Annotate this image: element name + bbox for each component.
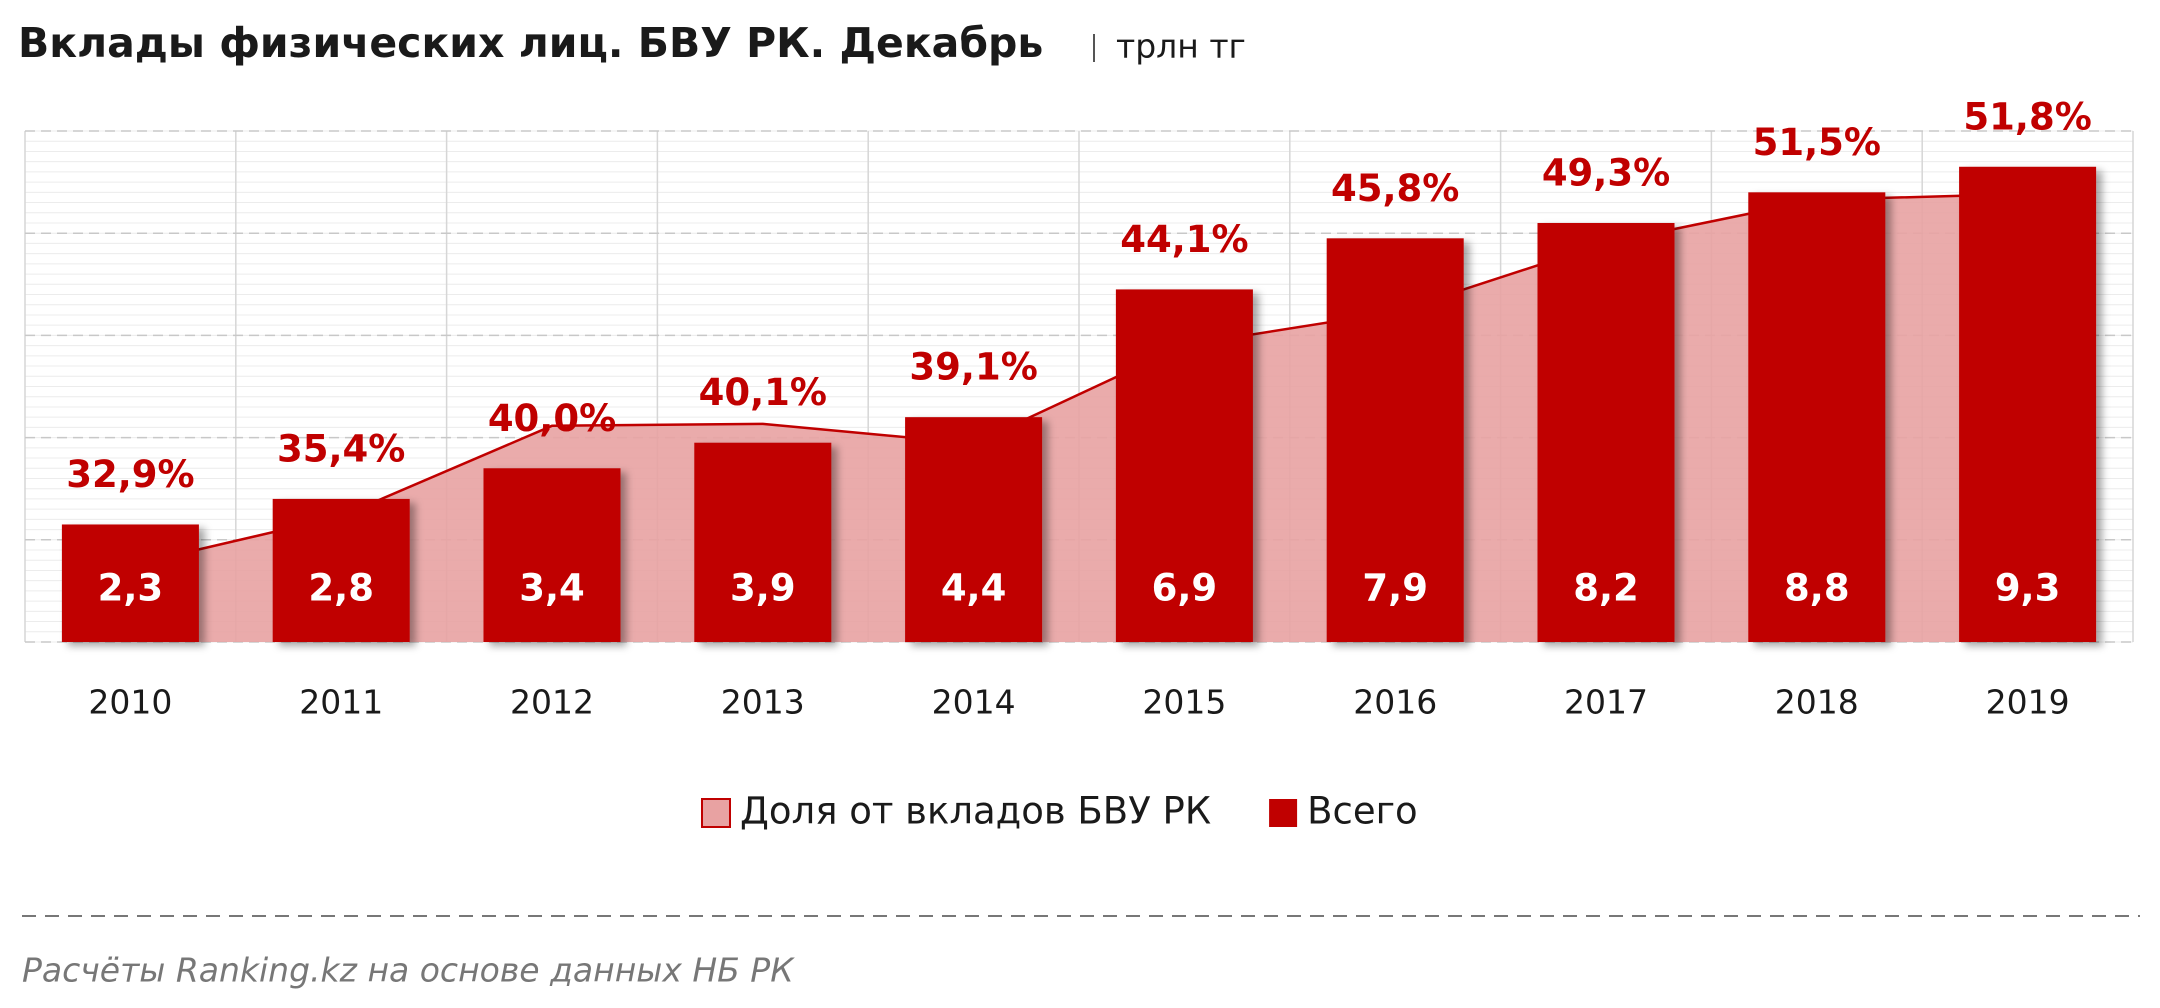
bar-value-label: 2,8 (308, 567, 374, 610)
bar (1748, 192, 1886, 642)
legend-label: Доля от вкладов БВУ РК (740, 790, 1211, 833)
bar-value-label: 2,3 (98, 567, 164, 610)
bar (1115, 289, 1253, 642)
bar-value-label: 9,3 (1995, 567, 2061, 610)
x-tick-label: 2018 (1775, 683, 1859, 722)
bar (483, 468, 621, 642)
chart-title: Вклады физических лиц. БВУ РК. Декабрь (18, 19, 1043, 67)
bar-value-label: 8,2 (1573, 567, 1639, 610)
share-label: 35,4% (277, 427, 405, 470)
bar (1959, 166, 2097, 642)
share-label: 32,9% (66, 453, 194, 496)
x-tick-label: 2011 (299, 683, 383, 722)
bar (1537, 222, 1675, 643)
legend-swatch (701, 798, 731, 828)
share-label: 51,8% (1963, 95, 2091, 138)
share-label: 39,1% (909, 346, 1037, 389)
bar (272, 498, 410, 642)
share-label: 45,8% (1331, 167, 1459, 210)
bar (61, 524, 199, 642)
x-tick-label: 2019 (1986, 683, 2070, 722)
bar-value-label: 3,9 (730, 567, 796, 610)
bar-value-label: 3,4 (519, 567, 585, 610)
area-line (130, 192, 2028, 567)
share-label: 40,1% (699, 371, 827, 414)
x-tick-label: 2010 (88, 683, 172, 722)
share-label: 49,3% (1542, 151, 1670, 194)
legend-swatch (1269, 799, 1298, 827)
x-tick-label: 2016 (1353, 683, 1437, 722)
chart-subtitle: трлн тг (1116, 27, 1246, 66)
bar-value-label: 8,8 (1784, 567, 1850, 610)
legend-label: Всего (1307, 790, 1418, 833)
share-label: 44,1% (1120, 218, 1248, 261)
bar-value-label: 7,9 (1362, 567, 1428, 610)
share-label: 51,5% (1753, 121, 1881, 164)
share-label: 40,0% (488, 397, 616, 440)
bar (694, 442, 832, 642)
bar-value-label: 6,9 (1152, 567, 1218, 610)
bar (1326, 238, 1464, 642)
bar-value-label: 4,4 (941, 567, 1007, 610)
x-tick-label: 2015 (1142, 683, 1226, 722)
x-tick-label: 2013 (721, 683, 805, 722)
x-tick-label: 2012 (510, 683, 594, 722)
x-tick-label: 2017 (1564, 683, 1648, 722)
x-tick-label: 2014 (932, 683, 1016, 722)
source-note: Расчёты Ranking.kz на основе данных НБ Р… (22, 951, 795, 990)
bar (905, 417, 1043, 642)
